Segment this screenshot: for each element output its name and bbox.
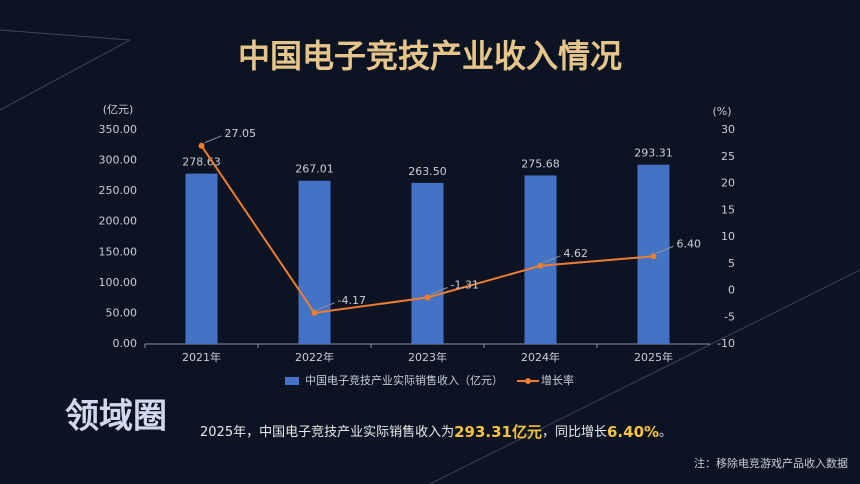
- caption-highlight: 293.31亿元: [454, 423, 542, 441]
- y-tick-label: 100.00: [99, 276, 138, 289]
- label-leader: [204, 135, 222, 144]
- note: 注：移除电竞游戏产品收入数据: [694, 456, 848, 470]
- y2-tick-label: -5: [724, 310, 735, 323]
- x-tick-label: 2023年: [408, 350, 447, 364]
- y2-tick-label: 0: [728, 284, 735, 297]
- y-tick-label: 0.00: [113, 337, 138, 350]
- bar: [185, 173, 218, 344]
- y2-tick-label: 30: [721, 123, 735, 136]
- line-point: [650, 253, 657, 260]
- caption-part: 。: [659, 425, 672, 440]
- label-leader: [656, 245, 674, 254]
- x-tick-label: 2025年: [634, 350, 673, 364]
- decor-line: [0, 29, 131, 41]
- y-unit: (亿元): [103, 103, 134, 116]
- caption: 2025年，中国电子竞技产业实际销售收入为293.31亿元，同比增长6.40%。: [200, 423, 672, 441]
- line-value-label: 27.05: [225, 127, 257, 140]
- y2-tick-label: 20: [721, 177, 735, 190]
- x-tick-label: 2021年: [182, 350, 221, 364]
- bar: [298, 180, 331, 344]
- watermark: 领域圈: [65, 397, 167, 437]
- decor-line: [0, 39, 131, 111]
- y2-tick-label: 25: [721, 150, 735, 163]
- line-value-label: -1.31: [451, 279, 479, 292]
- label-leader: [317, 302, 335, 311]
- x-tick-label: 2024年: [521, 350, 560, 364]
- line-value-label: 6.40: [677, 237, 702, 250]
- y-tick-label: 200.00: [99, 215, 138, 228]
- caption-highlight: 6.40%: [607, 423, 659, 441]
- legend-label: 增长率: [541, 373, 574, 387]
- label-leader: [430, 287, 448, 295]
- label-leader: [543, 255, 561, 264]
- line-value-label: -4.17: [338, 294, 366, 307]
- decor-line: [429, 269, 860, 484]
- caption-part: 2025年，中国电子竞技产业实际销售收入为: [200, 424, 454, 440]
- y-tick-label: 350.00: [99, 123, 138, 136]
- y2-tick-label: 15: [721, 203, 735, 216]
- line-point: [198, 142, 205, 149]
- legend-label: 中国电子竞技产业实际销售收入（亿元）: [305, 373, 503, 387]
- line-value-label: 4.62: [564, 247, 589, 260]
- caption-part: ，同比增长: [542, 425, 607, 440]
- bar: [411, 182, 444, 344]
- x-tick-label: 2022年: [295, 350, 334, 364]
- chart-title: 中国电子竞技产业收入情况: [238, 37, 622, 75]
- y-tick-label: 50.00: [106, 306, 138, 319]
- bar-value-label: 293.31: [634, 147, 673, 160]
- bar-value-label: 267.01: [295, 163, 334, 176]
- legend-swatch: [285, 377, 299, 385]
- y-tick-label: 150.00: [99, 245, 138, 258]
- y2-unit: (%): [712, 105, 731, 118]
- y-tick-label: 300.00: [99, 154, 138, 167]
- line-point: [311, 309, 318, 316]
- y2-tick-label: 5: [728, 257, 735, 270]
- bar-value-label: 263.50: [408, 165, 447, 178]
- line-point: [537, 262, 544, 269]
- y2-tick-label: -10: [717, 337, 735, 350]
- line-point: [424, 294, 431, 301]
- y2-tick-label: 10: [721, 230, 735, 243]
- legend-swatch: [525, 378, 531, 384]
- bar-value-label: 275.68: [521, 157, 560, 170]
- y-tick-label: 250.00: [99, 184, 138, 197]
